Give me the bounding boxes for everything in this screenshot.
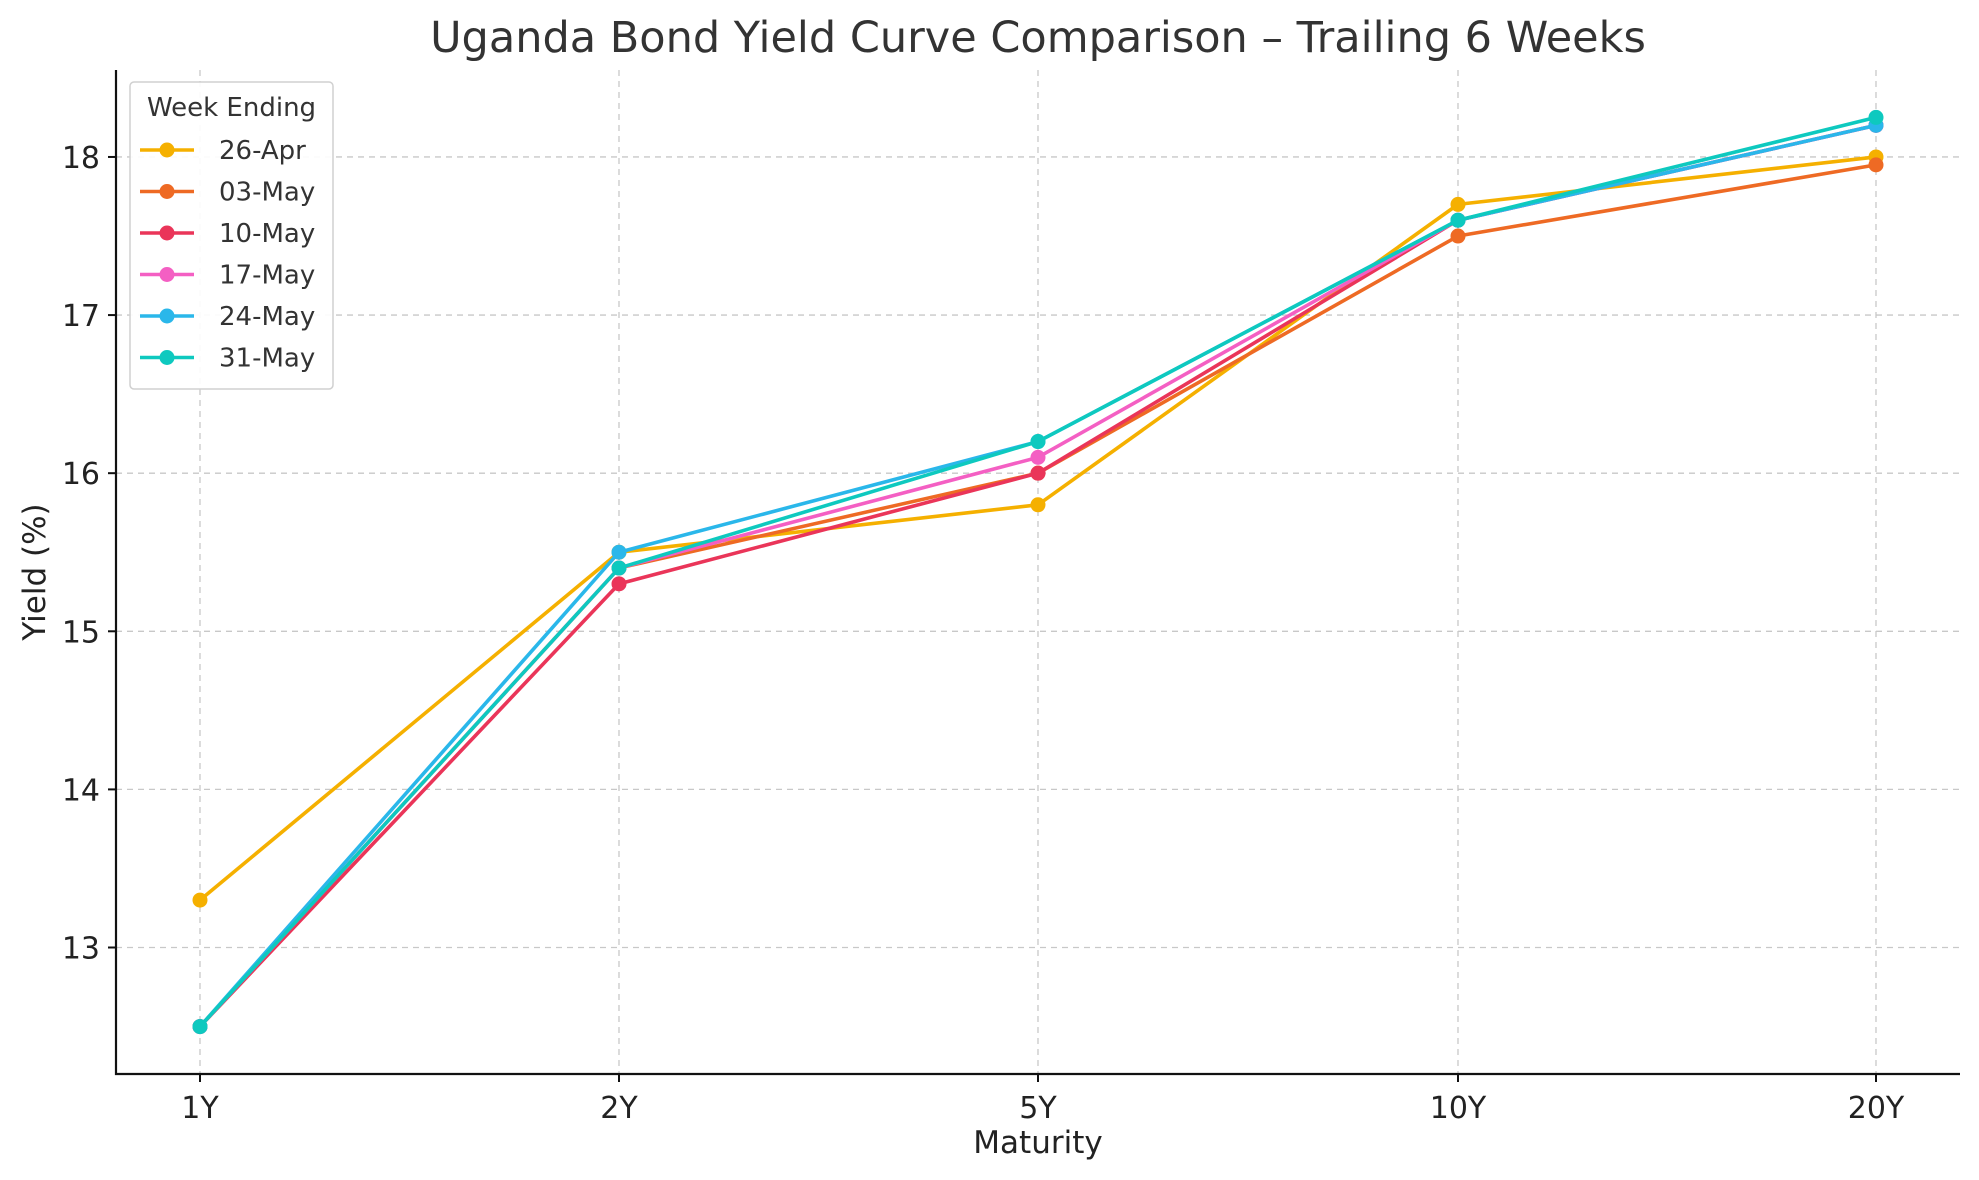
data-point bbox=[1030, 449, 1046, 465]
data-point bbox=[1450, 212, 1466, 228]
y-tick-label: 14 bbox=[62, 773, 100, 808]
series-layer bbox=[192, 109, 1884, 1035]
y-tick-label: 18 bbox=[62, 141, 100, 176]
y-tick-label: 13 bbox=[62, 932, 100, 967]
series-03-May bbox=[192, 157, 1884, 1035]
grid-lines bbox=[116, 70, 1960, 1074]
legend-swatch-marker bbox=[159, 225, 175, 241]
data-point bbox=[611, 576, 627, 592]
y-tick-label: 15 bbox=[62, 615, 100, 650]
axes: 1Y 2Y 5Y 10Y 20Y 13 14 15 16 17 18 bbox=[62, 70, 1960, 1126]
series-31-May bbox=[192, 109, 1884, 1035]
x-axis-label: Maturity bbox=[973, 1125, 1102, 1161]
legend-swatch-marker bbox=[159, 267, 175, 282]
x-tick-label: 20Y bbox=[1848, 1091, 1905, 1126]
legend-swatch-marker bbox=[159, 142, 175, 158]
legend-label: 10-May bbox=[219, 219, 315, 249]
data-point bbox=[1450, 196, 1466, 212]
legend-item: 31-May bbox=[140, 344, 315, 374]
axis-spines bbox=[114, 70, 1960, 1076]
legend-item: 10-May bbox=[140, 219, 315, 249]
legend-swatch-marker bbox=[159, 308, 175, 324]
data-point bbox=[1868, 109, 1884, 125]
legend-label: 24-May bbox=[219, 302, 315, 332]
data-point bbox=[1030, 497, 1046, 513]
x-tick-label: 10Y bbox=[1430, 1091, 1487, 1126]
chart-title: Uganda Bond Yield Curve Comparison – Tra… bbox=[430, 13, 1646, 63]
y-tick-label: 17 bbox=[62, 299, 100, 334]
data-point bbox=[611, 560, 627, 576]
y-tick-label: 16 bbox=[62, 457, 100, 492]
legend-item: 03-May bbox=[140, 178, 315, 208]
data-point bbox=[1450, 228, 1466, 244]
legend: Week Ending 26-Apr 03-May 10-May 17-May 24-Ma… bbox=[129, 81, 334, 390]
legend-label: 31-May bbox=[219, 344, 315, 374]
legend-swatch-marker bbox=[159, 184, 175, 199]
legend-box bbox=[129, 81, 334, 390]
legend-label: 26-Apr bbox=[219, 136, 306, 166]
x-tick-label: 2Y bbox=[600, 1091, 638, 1126]
data-point bbox=[192, 1019, 208, 1035]
data-point bbox=[1868, 157, 1884, 173]
x-tick-label: 5Y bbox=[1019, 1091, 1057, 1126]
legend-swatch-marker bbox=[159, 350, 175, 365]
legend-label: 03-May bbox=[219, 178, 315, 208]
legend-item: 17-May bbox=[140, 261, 315, 291]
y-axis-label: Yield (%) bbox=[17, 503, 53, 641]
data-point bbox=[192, 892, 208, 908]
legend-title: Week Ending bbox=[147, 93, 316, 123]
data-point bbox=[1030, 465, 1046, 481]
legend-item: 26-Apr bbox=[140, 136, 306, 166]
legend-label: 17-May bbox=[219, 261, 315, 291]
legend-item: 24-May bbox=[140, 302, 315, 332]
x-tick-label: 1Y bbox=[181, 1091, 219, 1126]
data-point bbox=[1030, 434, 1046, 450]
series-line bbox=[198, 115, 1878, 1029]
series-26-Apr bbox=[192, 149, 1884, 908]
data-point bbox=[611, 544, 627, 560]
